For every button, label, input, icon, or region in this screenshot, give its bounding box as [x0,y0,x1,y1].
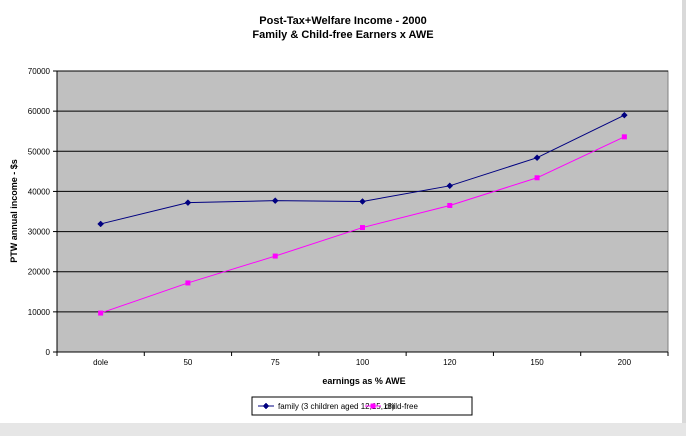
x-tick-label: 150 [530,358,544,367]
window-edge-right [682,0,686,436]
y-axis-title: PTW annual income - $s [9,159,19,263]
x-tick-label: 50 [183,358,192,367]
x-tick-label: 120 [443,358,457,367]
data-point [184,199,192,207]
series-2 [98,134,627,316]
legend: family (3 children aged 12,15,18)child-f… [251,396,473,416]
data-point [271,197,279,205]
chart-title: Post-Tax+Welfare Income - 2000 [259,15,426,27]
data-point [533,154,541,162]
x-tick-label: dole [93,358,109,367]
y-axis-ticks: 0 10000 20000 30000 40000 50000 60000 70000 [28,67,57,357]
window-edge-bottom [0,423,686,436]
series-1 [97,111,628,228]
legend-marker [262,402,270,410]
series-lines [97,111,628,316]
data-point [446,182,454,190]
y-tick-label: 70000 [28,67,51,76]
legend-box [251,396,473,416]
data-point [534,175,540,181]
data-point [272,253,278,259]
legend-marker [370,403,376,409]
data-point [621,134,627,140]
y-tick-label: 60000 [28,107,51,116]
data-point [185,280,191,286]
data-point [97,220,104,228]
y-tick-label: 40000 [28,187,51,196]
legend-item: family (3 children aged 12,15,18) [258,402,395,411]
chart-subtitle: Family & Child-free Earners x AWE [252,29,433,41]
data-point [359,198,366,205]
x-axis-title: earnings as % AWE [322,376,405,386]
legend-label: child-free [385,402,418,411]
y-tick-label: 30000 [28,228,51,237]
x-axis-ticks: dole 50 75 100 120 150 200 [56,352,669,367]
legend-label: family (3 children aged 12,15,18) [278,402,395,411]
x-tick-label: 100 [356,358,370,367]
y-tick-label: 50000 [28,147,51,156]
gridlines [57,70,668,313]
data-point [360,225,365,231]
y-tick-label: 20000 [28,268,51,277]
data-point [447,202,453,208]
legend-item: child-free [365,402,418,411]
plot-area [56,70,669,353]
y-tick-label: 10000 [28,308,51,317]
data-point [621,111,628,119]
data-point [98,310,104,316]
y-tick-label: 0 [46,348,51,357]
x-tick-label: 75 [271,358,280,367]
axes [56,71,668,353]
x-tick-label: 200 [618,358,632,367]
